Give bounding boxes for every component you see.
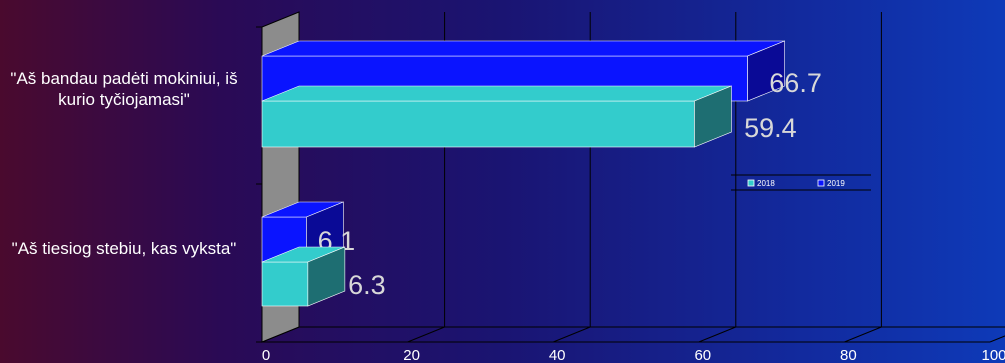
category-label: "Aš bandau padėti mokiniui, iš kurio tyč…	[10, 69, 238, 109]
x-tick-label: 0	[262, 347, 270, 363]
x-tick-label: 80	[840, 347, 857, 363]
bar-top	[261, 85, 732, 102]
floor-grid-line	[407, 326, 445, 343]
data-label: 6.3	[348, 270, 386, 300]
bar-side	[747, 40, 785, 102]
bar-top	[261, 40, 785, 57]
floor-grid-line	[553, 326, 591, 343]
x-tick-label: 60	[694, 347, 711, 363]
x-tick-label: 100	[981, 347, 1005, 363]
data-label: 59.4	[744, 113, 797, 143]
bar-front	[261, 261, 309, 307]
bar-front	[261, 100, 695, 148]
floor-grid-line	[844, 326, 882, 343]
data-label: 66.7	[769, 68, 822, 98]
floor-grid-line	[989, 335, 1005, 343]
bar-side	[694, 85, 732, 148]
floor-grid-line	[698, 326, 736, 343]
x-tick-label: 40	[549, 347, 566, 363]
bar-side	[307, 246, 346, 307]
category-label: "Aš tiesiog stebiu, kas vyksta"	[11, 239, 237, 258]
x-tick-label: 20	[403, 347, 420, 363]
legend-swatch	[817, 179, 825, 187]
legend-label: 2018	[757, 179, 775, 188]
legend-swatch	[747, 179, 755, 187]
legend-label: 2019	[827, 179, 845, 188]
